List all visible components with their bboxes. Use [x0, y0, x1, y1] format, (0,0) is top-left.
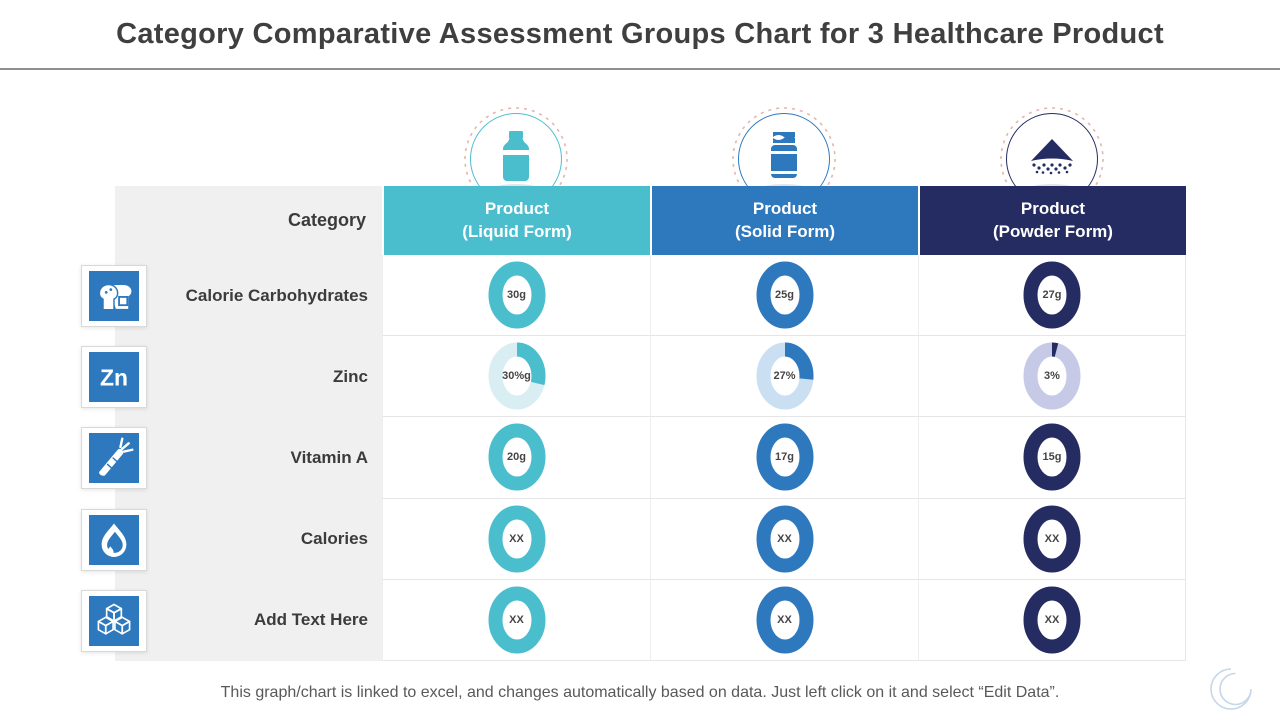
donut-chart[interactable]: XX [756, 586, 814, 654]
donut-chart[interactable]: XX [1023, 586, 1081, 654]
donut-chart[interactable]: 20g [488, 423, 546, 491]
donut-value: XX [509, 532, 524, 545]
row-icon-tile [81, 509, 147, 571]
brand-swirl-logo [1210, 668, 1252, 710]
donut-value: 15g [1042, 451, 1062, 464]
donut-chart[interactable]: 3% [1023, 342, 1081, 410]
row-label-calorie-carbohydrates: Calorie Carbohydrates [115, 255, 382, 337]
table-cell: 15g [918, 417, 1186, 499]
column-header-solid: Product (Solid Form) [650, 186, 918, 255]
bread-icon [89, 271, 139, 321]
table-cell: XX [382, 498, 650, 580]
donut-value: XX [777, 532, 792, 545]
dashed-ring-icon [1000, 107, 1104, 211]
donut-chart[interactable]: 30g [488, 261, 546, 329]
row-icon-tile [81, 265, 147, 327]
title-bar: Category Comparative Assessment Groups C… [0, 0, 1280, 70]
donut-value: XX [509, 613, 524, 626]
page-title: Category Comparative Assessment Groups C… [116, 17, 1164, 50]
donut-value: XX [777, 613, 792, 626]
sugar-cubes-icon [89, 596, 139, 646]
donut-value: XX [1044, 532, 1060, 545]
water-drop-icon [89, 515, 139, 565]
dashed-ring-icon [732, 107, 836, 211]
carrot-icon [89, 433, 139, 483]
zinc-symbol-icon: Zn [89, 352, 139, 402]
donut-value: 17g [775, 451, 794, 464]
donut-chart[interactable]: 27g [1023, 261, 1081, 329]
row-label-vitamin-a: Vitamin A [115, 417, 382, 499]
row-icon-tile [81, 427, 147, 489]
donut-chart[interactable]: XX [756, 505, 814, 573]
donut-value: 30g [507, 289, 526, 302]
table-cell: 20g [382, 417, 650, 499]
donut-value: 25g [775, 289, 794, 302]
comparison-table: Category Product (Liquid Form) Product (… [115, 186, 1186, 661]
donut-value: 27% [773, 370, 796, 383]
pill-jar-icon [771, 132, 797, 178]
donut-value: 30%g [502, 370, 531, 383]
donut-chart[interactable]: 17g [756, 423, 814, 491]
table-cell: 30g [382, 255, 650, 337]
table-cell: 27g [918, 255, 1186, 337]
table-cell: XX [382, 579, 650, 661]
table-cell: 27% [650, 336, 918, 418]
donut-chart[interactable]: XX [488, 505, 546, 573]
table-cell: XX [650, 579, 918, 661]
table-cell: XX [918, 579, 1186, 661]
row-label-zinc: Zinc [115, 336, 382, 418]
milk-bottle-icon [503, 131, 529, 181]
svg-text:Zn: Zn [100, 364, 128, 390]
table-cell: 30%g [382, 336, 650, 418]
table-cell: 3% [918, 336, 1186, 418]
table-cell: 17g [650, 417, 918, 499]
table-cell: XX [650, 498, 918, 580]
row-label-add-text-here: Add Text Here [115, 579, 382, 661]
row-icon-tile: Zn [81, 346, 147, 408]
donut-chart[interactable]: 27% [756, 342, 814, 410]
footer-note: This graph/chart is linked to excel, and… [220, 684, 1060, 701]
row-label-calories: Calories [115, 498, 382, 580]
donut-chart[interactable]: 25g [756, 261, 814, 329]
powder-pile-icon [1031, 139, 1073, 175]
column-header-liquid: Product (Liquid Form) [382, 186, 650, 255]
table-cell: 25g [650, 255, 918, 337]
donut-value: XX [1044, 613, 1060, 626]
donut-chart[interactable]: 30%g [488, 342, 546, 410]
donut-chart[interactable]: XX [1023, 505, 1081, 573]
row-icon-tile [81, 590, 147, 652]
column-header-powder: Product (Powder Form) [918, 186, 1186, 255]
donut-value: 20g [507, 451, 526, 464]
table-cell: XX [918, 498, 1186, 580]
donut-value: 3% [1044, 370, 1060, 383]
category-header: Category [115, 186, 382, 255]
donut-chart[interactable]: XX [488, 586, 546, 654]
donut-value: 27g [1042, 289, 1062, 302]
donut-chart[interactable]: 15g [1023, 423, 1081, 491]
dashed-ring-icon [464, 107, 568, 211]
